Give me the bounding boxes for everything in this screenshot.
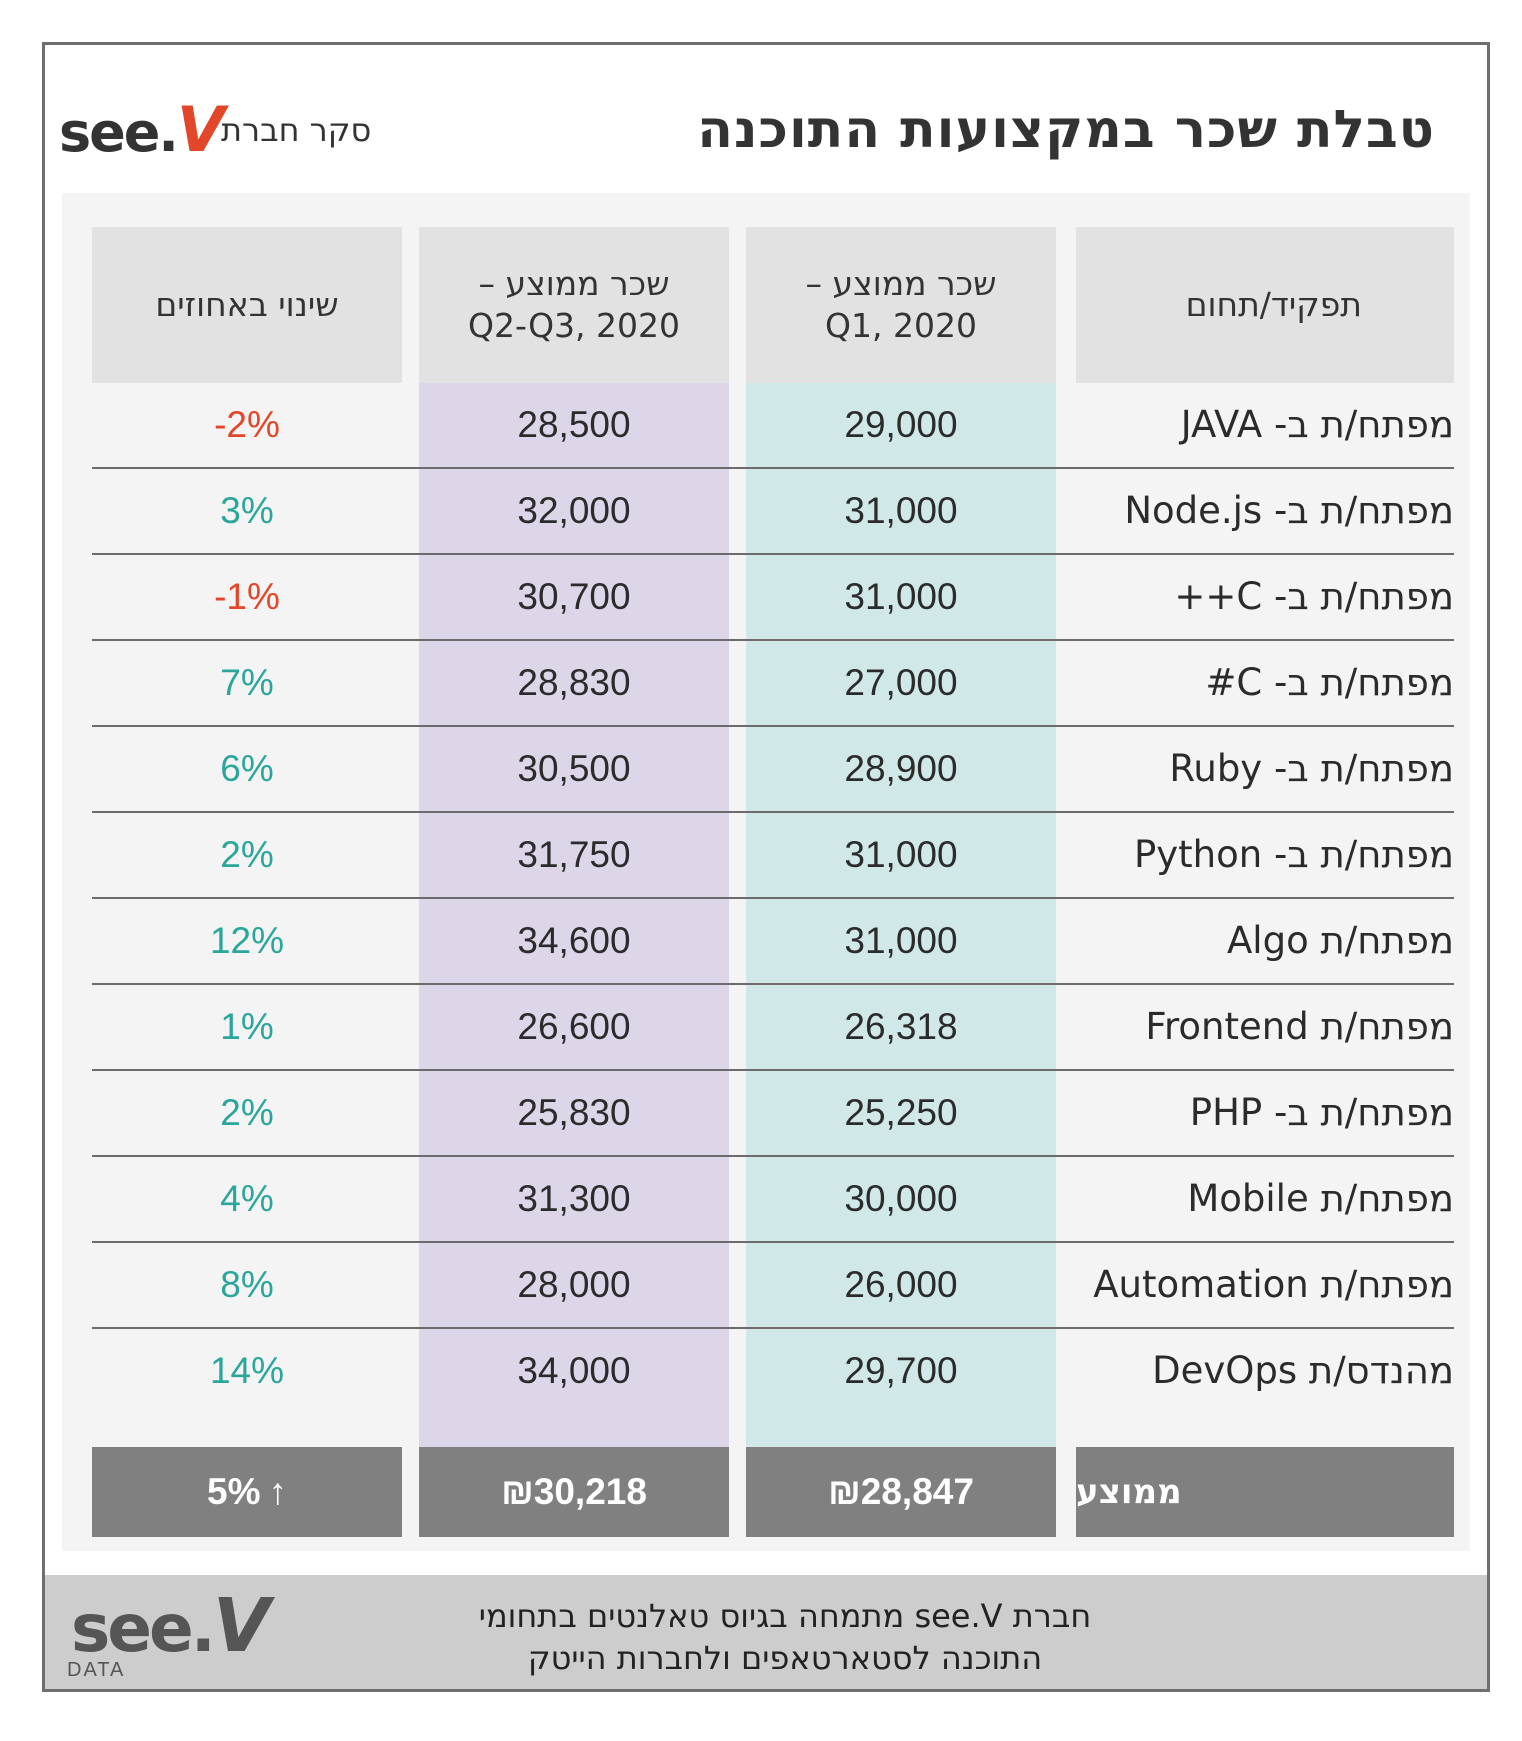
cell-change: 6% — [220, 748, 274, 789]
footer-logo: see.V — [71, 1583, 270, 1669]
cell-change: 7% — [220, 662, 274, 703]
logo-v: V — [176, 93, 225, 166]
cell-change: 2% — [220, 1092, 274, 1133]
cell-q1: 25,250 — [844, 1092, 958, 1133]
cell-role: מפתח/ת Automation — [1093, 1263, 1454, 1306]
survey-label: סקר חברת — [221, 111, 372, 149]
cell-change: 1% — [220, 1006, 274, 1047]
table-row: מפתח/ת Automation 26,000 28,000 8% — [92, 1243, 1454, 1329]
seev-logo: see.V — [59, 93, 225, 166]
cell-change: 14% — [209, 1350, 285, 1391]
header-q1-label: שכר ממוצע – Q1, 2020 — [805, 264, 997, 345]
header-change-label: שינוי באחוזים — [155, 285, 339, 324]
average-label: ממוצע — [1076, 1472, 1182, 1512]
cell-role: מפתח/ת Algo — [1227, 919, 1454, 962]
footer: see.V DATA חברת see.V מתמחה בגיוס טאלנטי… — [45, 1575, 1487, 1689]
cell-q1: 30,000 — [844, 1178, 958, 1219]
cell-change: 12% — [209, 920, 285, 961]
table-row: מפתח/ת Algo 31,000 34,600 12% — [92, 899, 1454, 985]
cell-q1: 31,000 — [844, 576, 958, 617]
cell-role: מפתח/ת Frontend — [1145, 1005, 1454, 1048]
q2-column-bg — [419, 383, 729, 1447]
brand-header: see.V סקר חברת — [59, 93, 419, 173]
cell-q2: 32,000 — [517, 490, 631, 531]
cell-role: מפתח/ת ב- PHP — [1189, 1091, 1454, 1134]
header-q2-label: שכר ממוצע – Q2-Q3, 2020 — [467, 264, 681, 345]
average-q1-cell: ₪28,847 — [746, 1447, 1056, 1537]
average-q2-cell: ₪30,218 — [419, 1447, 729, 1537]
table-row: מהנדס/ת DevOps 29,700 34,000 14% — [92, 1329, 1454, 1413]
average-change-cell: 5% ↑ — [92, 1447, 402, 1537]
cell-role: מפתח/ת ב- Python — [1133, 833, 1454, 876]
footer-logo-sub: DATA — [67, 1659, 126, 1681]
cell-q2: 28,830 — [517, 662, 631, 703]
cell-role: מפתח/ת ב- Ruby — [1169, 747, 1454, 790]
cell-role: מפתח/ת ב- C++ — [1174, 575, 1454, 618]
average-change: 5% — [207, 1471, 261, 1512]
cell-q2: 30,500 — [517, 748, 631, 789]
cell-q1: 29,000 — [844, 404, 958, 445]
cell-q2: 30,700 — [517, 576, 631, 617]
cell-change: 8% — [220, 1264, 274, 1305]
q1-column-bg — [746, 383, 1056, 1447]
footer-text-line2: התוכנה לסטארטאפים ולחברות הייטק — [527, 1639, 1043, 1677]
cell-q2: 34,600 — [517, 920, 631, 961]
table-row: מפתח/ת ב- PHP 25,250 25,830 2% — [92, 1071, 1454, 1157]
average-q1: ₪28,847 — [828, 1471, 974, 1512]
cell-change: 3% — [220, 490, 274, 531]
header-role-label: תפקיד/תחום — [1185, 285, 1362, 324]
table-row: מפתח/ת ב- Node.js 31,000 32,000 3% — [92, 469, 1454, 555]
header-q1: שכר ממוצע – Q1, 2020 — [746, 227, 1056, 383]
cell-role: מפתח/ת ב- C# — [1205, 661, 1454, 704]
cell-q2: 25,830 — [517, 1092, 631, 1133]
table-row: מפתח/ת ב- JAVA 29,000 28,500 -2% — [92, 383, 1454, 469]
table-row: מפתח/ת Mobile 30,000 31,300 4% — [92, 1157, 1454, 1243]
cell-q1: 26,000 — [844, 1264, 958, 1305]
table-row: מפתח/ת ב- C++ 31,000 30,700 -1% — [92, 555, 1454, 641]
table-row: מפתח/ת ב- Ruby 28,900 30,500 6% — [92, 727, 1454, 813]
header-q2: שכר ממוצע – Q2-Q3, 2020 — [419, 227, 729, 383]
footer-logo-v: V — [212, 1583, 270, 1669]
infographic-frame: טבלת שכר במקצועות התוכנה see.V סקר חברת … — [42, 42, 1490, 1692]
cell-change: 2% — [220, 834, 274, 875]
cell-q1: 29,700 — [844, 1350, 958, 1391]
footer-text-line1: חברת see.V מתמחה בגיוס טאלנטים בתחומי — [478, 1597, 1092, 1635]
cell-role: מפתח/ת ב- JAVA — [1180, 403, 1454, 446]
cell-q2: 28,500 — [517, 404, 631, 445]
cell-change: -2% — [214, 404, 280, 445]
cell-role: מפתח/ת Mobile — [1187, 1177, 1454, 1220]
average-q2: ₪30,218 — [501, 1471, 647, 1512]
cell-q2: 31,300 — [517, 1178, 631, 1219]
cell-q1: 26,318 — [844, 1006, 958, 1047]
cell-role: מהנדס/ת DevOps — [1152, 1349, 1454, 1392]
header-change: שינוי באחוזים — [92, 227, 402, 383]
cell-q1: 31,000 — [844, 490, 958, 531]
cell-role: מפתח/ת ב- Node.js — [1124, 489, 1454, 532]
table-row: מפתח/ת ב- Python 31,000 31,750 2% — [92, 813, 1454, 899]
arrow-up-icon: ↑ — [268, 1471, 287, 1512]
cell-q2: 34,000 — [517, 1350, 631, 1391]
average-label-cell: ממוצע — [1076, 1447, 1454, 1537]
footer-logo-prefix: see. — [71, 1590, 216, 1667]
cell-q1: 28,900 — [844, 748, 958, 789]
footer-text: חברת see.V מתמחה בגיוס טאלנטים בתחומי הת… — [435, 1595, 1135, 1679]
cell-q1: 31,000 — [844, 834, 958, 875]
salary-table: תפקיד/תחום שכר ממוצע – Q1, 2020 שכר ממוצ… — [62, 193, 1470, 1551]
table-row: מפתח/ת Frontend 26,318 26,600 1% — [92, 985, 1454, 1071]
cell-q2: 31,750 — [517, 834, 631, 875]
table-row: מפתח/ת ב- C# 27,000 28,830 7% — [92, 641, 1454, 727]
cell-change: 4% — [220, 1178, 274, 1219]
cell-q2: 26,600 — [517, 1006, 631, 1047]
cell-q2: 28,000 — [517, 1264, 631, 1305]
header-role: תפקיד/תחום — [1076, 227, 1454, 383]
cell-change: -1% — [214, 576, 280, 617]
logo-prefix: see. — [59, 101, 179, 164]
cell-q1: 31,000 — [844, 920, 958, 961]
table-body: מפתח/ת ב- JAVA 29,000 28,500 -2% מפתח/ת … — [92, 383, 1454, 1413]
cell-q1: 27,000 — [844, 662, 958, 703]
page-title: טבלת שכר במקצועות התוכנה — [697, 100, 1435, 160]
